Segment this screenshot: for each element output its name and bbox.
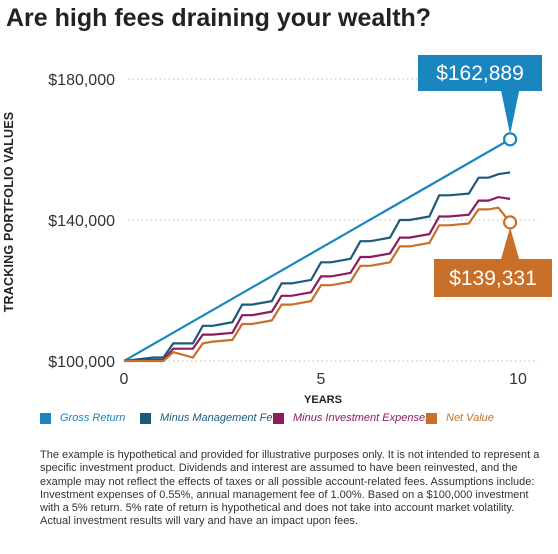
legend-item-minus-management-fee: Minus Management Fee [140,412,279,424]
x-tick-label: 0 [120,371,129,388]
x-axis-label: YEARS [304,394,342,406]
y-axis-label: TRACKING PORTFOLIO VALUES [2,112,16,313]
x-tick-label: 10 [509,371,527,388]
legend-label: Minus Investment Expenses [293,412,431,424]
series-line-gross-return [123,138,511,362]
series-line-minus-management-fee [123,171,511,363]
callout-layer: $162,889 $139,331 [418,55,552,297]
callout-pointer-gross [501,91,520,135]
callout-box-gross [418,55,542,91]
chart-title: Are high fees draining your wealth? [6,4,432,32]
legend-swatch [426,412,437,424]
y-tick-labels: $100,000 $140,000 $180,000 [48,72,115,371]
legend-item-gross-return: Gross Return [40,412,125,424]
y-tick-label: $140,000 [48,213,115,230]
x-tick-label: 5 [317,371,326,388]
x-tick-labels: 0 5 10 [120,371,527,388]
legend-swatch [273,412,284,424]
legend-swatch [140,412,151,424]
line-chart: TRACKING PORTFOLIO VALUES $100,000 $140,0… [2,55,552,406]
legend-label: Minus Management Fee [160,412,279,424]
disclaimer-text: The example is hypothetical and provided… [40,449,540,528]
callout-box-net [434,259,552,297]
legend-swatch [40,412,51,424]
callout-value-gross: $162,889 [436,62,524,85]
callout-pointer-net [501,227,520,259]
legend: Gross Return Minus Management Fee Minus In… [40,412,550,432]
legend-label: Gross Return [60,412,126,424]
series-line-minus-investment-expenses [123,195,511,363]
y-tick-label: $180,000 [48,72,115,89]
grid-lines [128,78,538,362]
series-layer [123,138,511,363]
callout-value-net: $139,331 [449,267,537,290]
legend-item-net-value: Net Value [426,412,494,424]
series-line-net-value [124,206,511,363]
endpoint-marker-gross [503,132,518,147]
y-tick-label: $100,000 [48,354,115,371]
legend-item-minus-investment-expenses: Minus Investment Expenses [273,412,431,424]
legend-label: Net Value [446,412,494,424]
endpoint-marker-net [503,215,518,230]
